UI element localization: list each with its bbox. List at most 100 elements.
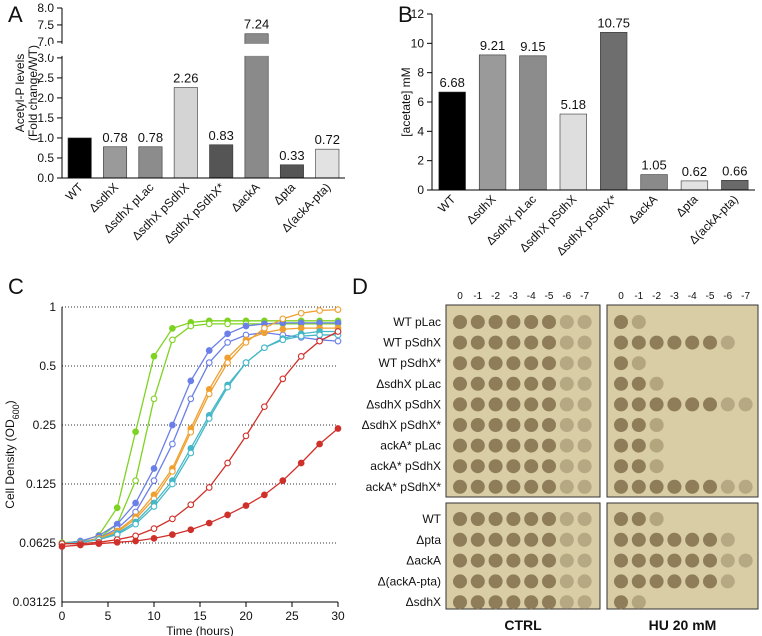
series-line <box>61 322 338 545</box>
colony-spot <box>542 335 556 350</box>
colony-spot <box>649 438 664 453</box>
panel-label: C <box>8 274 24 299</box>
strain-label: ΔsdhX <box>406 595 441 609</box>
data-point <box>187 322 195 330</box>
data-point <box>205 359 213 367</box>
panel-label: B <box>398 2 413 27</box>
plate <box>445 502 601 610</box>
data-point <box>279 336 287 344</box>
condition-label: HU 20 mM <box>649 617 717 633</box>
y-tick-label: 8.0 <box>37 1 54 15</box>
x-tick-label: ΔsdhX <box>464 192 499 227</box>
colony-spot <box>614 512 628 526</box>
colony-spot <box>667 553 682 568</box>
colony-spot <box>577 418 592 432</box>
dilution-label: -7 <box>741 291 750 302</box>
data-point <box>187 428 195 436</box>
colony-spot <box>559 315 574 329</box>
colony-spot <box>559 574 574 589</box>
colony-spot <box>506 397 521 412</box>
colony-spot <box>649 512 664 526</box>
colony-spot <box>631 595 646 610</box>
colony-spot <box>488 335 503 350</box>
colony-spot <box>631 459 646 474</box>
colony-spot <box>720 574 735 589</box>
data-point <box>113 504 121 512</box>
colony-spot <box>614 459 628 474</box>
x-tick-label: 25 <box>285 609 299 623</box>
data-point <box>297 459 305 467</box>
bar <box>138 146 163 179</box>
colony-spot <box>506 356 521 371</box>
bar <box>279 164 304 179</box>
data-point <box>297 309 305 317</box>
colony-spot <box>542 315 556 329</box>
colony-spot <box>524 479 539 494</box>
colony-spot <box>577 595 592 610</box>
colony-spot <box>524 376 539 391</box>
y-axis-title-part: [acetate] mM <box>399 67 413 136</box>
colony-spot <box>524 315 539 329</box>
y-tick-label: 2 <box>417 154 424 168</box>
y-axis-title: [acetate] mM <box>399 67 413 136</box>
x-tick-label: Δpta <box>673 192 701 220</box>
plate <box>606 304 759 498</box>
colony-spot <box>524 595 539 610</box>
colony-spot <box>488 553 503 568</box>
colony-spot <box>614 438 628 453</box>
colony-spot <box>524 397 539 412</box>
data-point <box>132 537 139 545</box>
colony-spot <box>577 315 592 329</box>
colony-spot <box>685 532 700 547</box>
data-point <box>279 375 287 383</box>
colony-spot <box>559 438 574 453</box>
colony-spot <box>649 376 664 391</box>
data-point <box>224 383 231 391</box>
colony-spot <box>506 479 521 494</box>
dilution-label: -3 <box>670 291 679 302</box>
colony-spot <box>453 376 467 391</box>
colony-spot <box>703 335 717 350</box>
colony-spot <box>453 479 467 494</box>
colony-spot <box>542 459 556 474</box>
colony-spot <box>453 397 467 412</box>
colony-spot <box>453 356 467 371</box>
colony-spot <box>470 335 485 350</box>
dilution-label: -7 <box>580 291 589 302</box>
value-label: 9.15 <box>520 39 545 54</box>
x-tick-label: 0 <box>59 609 66 623</box>
data-point <box>224 459 231 467</box>
colony-spot <box>488 459 503 474</box>
colony-spot <box>542 512 556 526</box>
data-point <box>169 515 176 523</box>
colony-spot <box>577 512 592 526</box>
data-point <box>224 359 231 367</box>
colony-spot <box>667 479 682 494</box>
bar <box>209 144 234 179</box>
data-point <box>261 491 268 499</box>
data-point <box>261 344 268 352</box>
series-line <box>61 330 338 545</box>
value-label: 5.18 <box>561 97 586 112</box>
colony-spot <box>542 356 556 371</box>
colony-spot <box>559 418 574 432</box>
data-point <box>169 325 176 332</box>
colony-spot <box>559 479 574 494</box>
colony-spot <box>524 574 539 589</box>
colony-spot <box>453 315 467 329</box>
data-point <box>261 324 268 332</box>
data-point <box>316 337 323 345</box>
dilution-label: -1 <box>473 291 482 302</box>
colony-spot <box>577 438 592 453</box>
colony-spot <box>720 532 735 547</box>
colony-spot <box>488 532 503 547</box>
colony-spot <box>631 512 646 526</box>
dilution-label: -4 <box>527 291 536 302</box>
bar <box>103 146 128 179</box>
y-tick-label: 0.5 <box>37 151 54 165</box>
colony-spot <box>649 479 664 494</box>
data-point <box>77 541 84 549</box>
strain-label: WT pLac <box>393 315 441 329</box>
colony-spot <box>649 553 664 568</box>
value-label: 0.78 <box>102 130 127 145</box>
